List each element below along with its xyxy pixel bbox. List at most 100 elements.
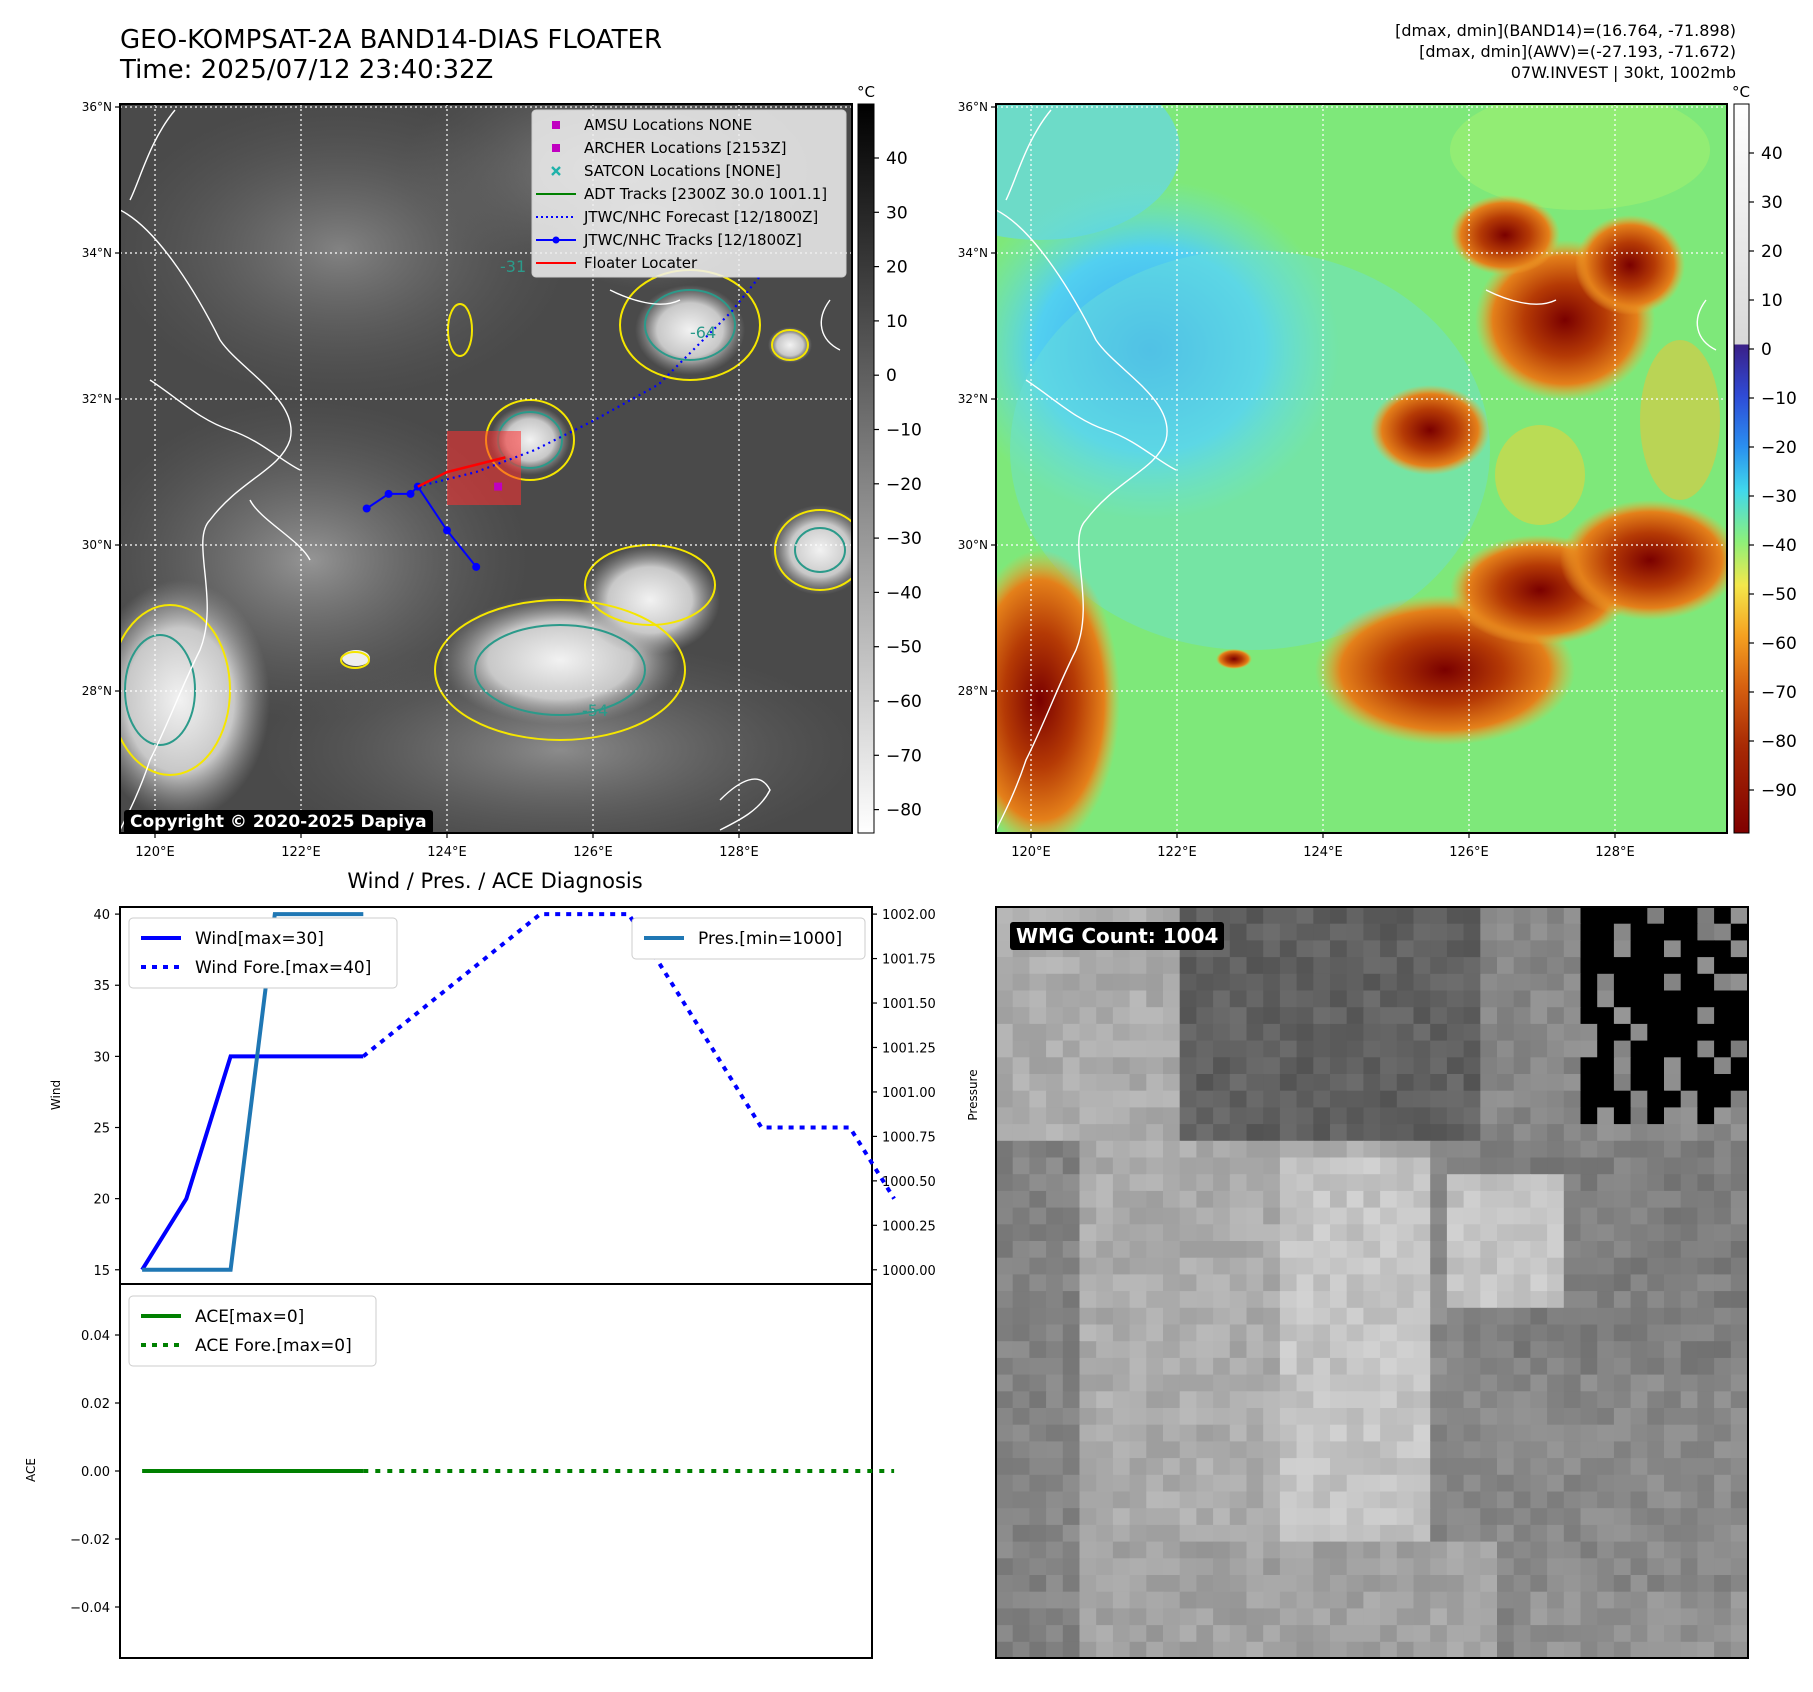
wmg-pixel [1279, 1190, 1298, 1209]
wmg-pixel [1413, 1090, 1431, 1108]
wmg-pixel [996, 1625, 1014, 1643]
wmg-pixel [1229, 990, 1248, 1008]
wmg-pixel [1463, 940, 1481, 958]
wmg-pixel [1413, 1541, 1431, 1559]
wmg-pixel [1313, 1291, 1331, 1309]
wmg-pixel [1112, 1090, 1131, 1108]
wmg-pixel [1246, 1174, 1264, 1192]
wmg-pixel [1363, 1124, 1381, 1142]
wmg-pixel [1062, 1324, 1081, 1342]
wmg-pixel [1730, 1090, 1748, 1108]
wmg-pixel [1547, 1074, 1565, 1092]
wmg-pixel [1062, 1458, 1081, 1476]
jtwc-track-point [362, 504, 371, 513]
wmg-pixel [1580, 1508, 1598, 1526]
wmg-pixel [1263, 1307, 1281, 1326]
wmg-pixel [1279, 1291, 1298, 1309]
wmg-pixel [1446, 1524, 1465, 1543]
wmg-pixel [1380, 1374, 1398, 1392]
wmg-pixel [1229, 1157, 1248, 1175]
wmg-pixel [1680, 1641, 1698, 1658]
wmg-pixel [1062, 990, 1081, 1008]
wmg-pixel [1146, 1140, 1164, 1159]
wmg-pixel [1730, 1408, 1748, 1426]
wmg-pixel [1714, 1257, 1732, 1275]
wmg-pixel [1380, 1057, 1398, 1075]
wmg-pixel [1547, 940, 1565, 958]
wmg-pixel [1279, 1124, 1298, 1142]
wmg-pixel [1246, 1357, 1264, 1376]
wmg-pixel [1630, 1207, 1648, 1225]
wmg-pixel [1413, 990, 1431, 1008]
wmg-pixel [1547, 1591, 1565, 1609]
lon-tick-label: 126°E [573, 845, 613, 860]
wmg-pixel [1229, 1291, 1248, 1309]
wmg-pixel [1380, 1157, 1398, 1175]
wmg-pixel [1714, 1291, 1732, 1309]
wmg-pixel [1430, 1374, 1448, 1392]
wmg-pixel [1296, 1157, 1314, 1175]
wmg-pixel [1296, 1608, 1314, 1626]
wmg-pixel [1146, 1541, 1164, 1559]
wmg-pixel [1146, 973, 1164, 992]
wmg-pixel [1330, 1140, 1348, 1159]
wmg-pixel [1480, 1040, 1498, 1058]
wmg-pixel [1213, 1641, 1231, 1658]
wmg-pixel [1046, 1474, 1064, 1493]
wmg-pixel [1330, 1274, 1348, 1292]
lon-tick-label: 124°E [427, 845, 467, 860]
wmg-pixel [996, 1324, 1014, 1342]
wmg-pixel [1179, 1491, 1197, 1509]
wmg-pixel [1346, 1007, 1364, 1025]
wmg-pixel [1547, 1157, 1565, 1175]
wmg-pixel [1563, 1074, 1582, 1092]
wmg-pixel [1630, 1374, 1648, 1392]
wmg-pixel [1597, 1374, 1615, 1392]
wmg-pixel [1413, 1441, 1431, 1459]
wmg-pixel [1196, 1007, 1214, 1025]
wmg-pixel [1380, 1408, 1398, 1426]
wmg-pixel [1096, 1307, 1114, 1326]
wmg-pixel [1613, 1007, 1632, 1025]
wmg-pixel [1730, 973, 1748, 992]
wmg-pixel [1446, 1641, 1465, 1658]
wmg-pixel [1413, 1324, 1431, 1342]
wmg-pixel [1079, 1040, 1097, 1058]
wmg-pixel [1346, 1441, 1364, 1459]
wmg-pixel [1480, 1074, 1498, 1092]
wmg-pixel [1062, 1625, 1081, 1643]
wmg-pixel [1046, 957, 1064, 975]
wmg-pixel [1697, 1107, 1715, 1125]
wmg-pixel [1163, 1241, 1181, 1259]
wmg-pixel [1112, 1107, 1131, 1125]
wmg-pixel [1112, 1391, 1131, 1409]
wmg-pixel [1730, 1524, 1748, 1543]
wmg-pixel [1012, 1023, 1030, 1042]
wmg-pixel [1563, 1341, 1582, 1359]
wmg-pixel [1129, 1090, 1147, 1108]
wmg-pixel [1396, 1357, 1415, 1376]
wmg-pixel [1697, 1391, 1715, 1409]
wmg-pixel [1163, 1391, 1181, 1409]
wmg-pixel [1129, 1508, 1147, 1526]
wmg-pixel [1096, 973, 1114, 992]
wmg-pixel [1580, 1190, 1598, 1209]
wmg-pixel [1229, 1441, 1248, 1459]
legend-label: AMSU Locations NONE [584, 116, 752, 134]
wmg-pixel [1380, 1007, 1398, 1025]
wmg-pixel [1296, 1007, 1314, 1025]
wmg-pixel [1664, 1207, 1682, 1225]
wmg-pixel [1363, 1224, 1381, 1242]
wmg-pixel [996, 1040, 1014, 1058]
wmg-pixel [1563, 1641, 1582, 1658]
wmg-pixel [1664, 1090, 1682, 1108]
legend-label: SATCON Locations [NONE] [584, 162, 781, 180]
wmg-pixel [1430, 1241, 1448, 1259]
wmg-pixel [1179, 1291, 1197, 1309]
ir-contours [120, 269, 852, 776]
wmg-pixel [1129, 1625, 1147, 1643]
wmg-pixel [1413, 1291, 1431, 1309]
wmg-pixel [1112, 1324, 1131, 1342]
wmg-pixel [1547, 1224, 1565, 1242]
